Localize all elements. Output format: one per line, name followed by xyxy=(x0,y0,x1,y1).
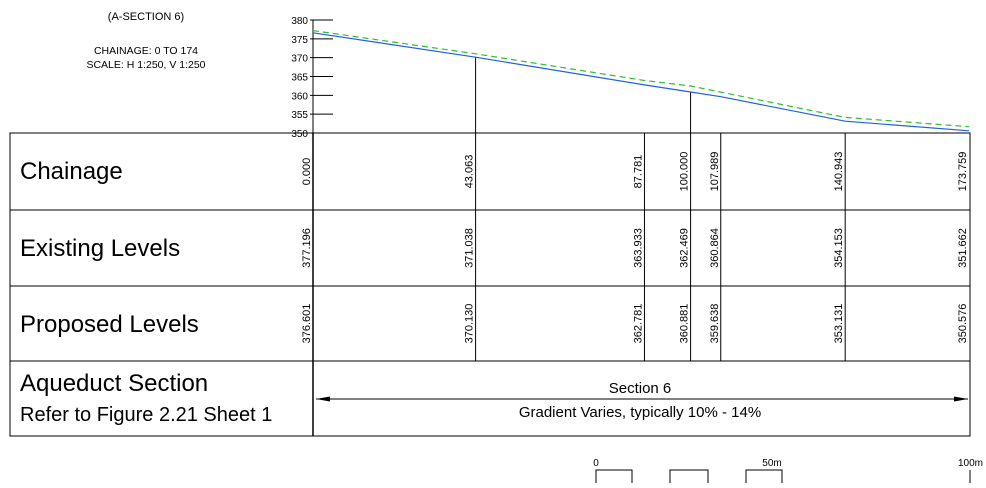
profile-lines xyxy=(312,30,970,132)
scale-bar xyxy=(595,469,971,488)
table-cell-value: 0.000 xyxy=(301,158,313,186)
table-cell-value: 376.601 xyxy=(301,304,313,344)
table-cell-value: 353.131 xyxy=(833,304,845,344)
data-table xyxy=(9,132,971,437)
scale-note: SCALE: H 1:250, V 1:250 xyxy=(86,59,205,71)
table-cell-value: 354.153 xyxy=(833,228,845,268)
scale-mid: 50m xyxy=(762,458,781,469)
row-label-proposed: Proposed Levels xyxy=(20,311,199,338)
row-label-existing: Existing Levels xyxy=(20,235,180,262)
y-tick-label: 380 xyxy=(291,16,308,27)
table-cell-value: 362.469 xyxy=(679,228,691,268)
table-cell-value: 377.196 xyxy=(301,228,313,268)
table-cell-value: 351.662 xyxy=(957,228,969,268)
table-cell-value: 359.638 xyxy=(709,304,721,344)
table-cell-value: 100.000 xyxy=(679,152,691,192)
table-cell-value: 140.943 xyxy=(833,152,845,192)
proposed-levels-line xyxy=(312,32,970,132)
table-cell-value: 87.781 xyxy=(632,155,644,189)
y-tick-label: 370 xyxy=(291,54,308,65)
y-tick-label: 350 xyxy=(291,129,308,140)
row-label-aqueduct: Aqueduct Section xyxy=(20,370,208,397)
table-cell-value: 350.576 xyxy=(957,304,969,344)
y-tick-label: 360 xyxy=(291,91,308,102)
section-label: Section 6 xyxy=(609,380,672,397)
table-cell-value: 362.781 xyxy=(632,304,644,344)
y-tick-label: 355 xyxy=(291,110,308,121)
table-cell-value: 363.933 xyxy=(632,228,644,268)
section-arrow xyxy=(316,396,968,402)
chainage-markers xyxy=(475,57,692,133)
table-cell-value: 43.063 xyxy=(464,155,476,189)
scale-start: 0 xyxy=(593,458,599,469)
chainage-range: CHAINAGE: 0 TO 174 xyxy=(94,45,198,57)
table-cell-value: 360.864 xyxy=(709,228,721,268)
table-cell-value: 371.038 xyxy=(464,228,476,268)
scale-end: 100m xyxy=(958,458,983,469)
y-axis: 380 375 370 365 360 355 350 xyxy=(291,16,333,140)
gradient-note: Gradient Varies, typically 10% - 14% xyxy=(519,404,761,421)
table-cell-value: 360.881 xyxy=(679,304,691,344)
table-cells: 0.000 377.196 376.601 43.063 371.038 370.130 8… xyxy=(301,133,969,361)
section-title: (A-SECTION 6) xyxy=(108,11,184,23)
table-cell-value: 107.989 xyxy=(709,152,721,192)
table-cell-value: 173.759 xyxy=(957,152,969,192)
table-cell-value: 370.130 xyxy=(464,304,476,344)
y-tick-label: 375 xyxy=(291,35,308,46)
row-label-refer: Refer to Figure 2.21 Sheet 1 xyxy=(20,404,272,426)
y-tick-label: 365 xyxy=(291,73,308,84)
row-label-chainage: Chainage xyxy=(20,158,123,185)
table-border xyxy=(9,132,971,437)
existing-levels-line xyxy=(312,30,970,128)
